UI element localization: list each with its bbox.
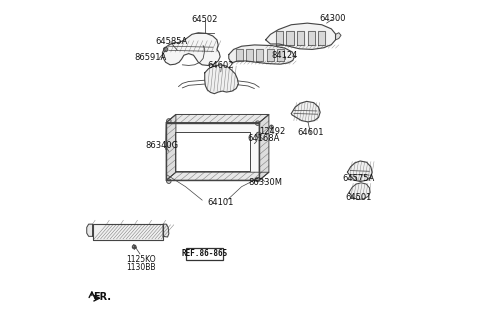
Polygon shape [308, 32, 315, 45]
Circle shape [255, 177, 260, 182]
Circle shape [132, 245, 136, 249]
Polygon shape [175, 131, 250, 171]
Polygon shape [265, 23, 336, 50]
Polygon shape [162, 33, 220, 65]
Polygon shape [256, 50, 264, 61]
Text: 64300: 64300 [320, 14, 346, 23]
Polygon shape [166, 115, 176, 180]
Polygon shape [229, 45, 295, 64]
Text: 12492: 12492 [259, 127, 285, 136]
Polygon shape [163, 224, 169, 237]
Polygon shape [236, 50, 243, 61]
Text: 64168A: 64168A [247, 134, 279, 143]
Polygon shape [205, 65, 239, 94]
Polygon shape [349, 183, 370, 199]
Text: 64601: 64601 [297, 128, 324, 137]
Text: 86591A: 86591A [134, 53, 167, 62]
Text: 84124: 84124 [272, 51, 298, 60]
Circle shape [255, 121, 260, 125]
Text: 64602: 64602 [207, 61, 234, 70]
Text: 64585A: 64585A [155, 37, 187, 46]
Polygon shape [318, 32, 325, 45]
Text: 64501: 64501 [346, 194, 372, 202]
Polygon shape [276, 32, 283, 45]
Text: REF.86-865: REF.86-865 [181, 250, 228, 259]
Circle shape [167, 119, 171, 123]
Circle shape [256, 132, 261, 137]
Polygon shape [277, 50, 284, 61]
FancyBboxPatch shape [186, 248, 223, 260]
Polygon shape [297, 32, 304, 45]
Text: 64502: 64502 [192, 15, 218, 24]
Circle shape [269, 125, 273, 129]
Polygon shape [166, 172, 269, 180]
Polygon shape [246, 50, 253, 61]
Polygon shape [266, 50, 274, 61]
Text: 1125KO: 1125KO [126, 255, 156, 264]
Polygon shape [166, 115, 269, 123]
Text: 1130BB: 1130BB [127, 263, 156, 272]
Circle shape [163, 47, 168, 52]
Polygon shape [336, 33, 341, 40]
Polygon shape [166, 123, 259, 180]
Text: 64101: 64101 [207, 198, 234, 207]
Polygon shape [287, 32, 294, 45]
Text: 64575A: 64575A [343, 174, 375, 183]
Polygon shape [291, 101, 320, 122]
Polygon shape [87, 224, 93, 236]
Text: 86340G: 86340G [145, 141, 178, 150]
Polygon shape [348, 161, 372, 182]
Circle shape [167, 179, 171, 184]
Polygon shape [93, 224, 163, 240]
Polygon shape [259, 115, 269, 180]
Text: 86330M: 86330M [249, 178, 283, 187]
Text: FR.: FR. [93, 292, 111, 302]
